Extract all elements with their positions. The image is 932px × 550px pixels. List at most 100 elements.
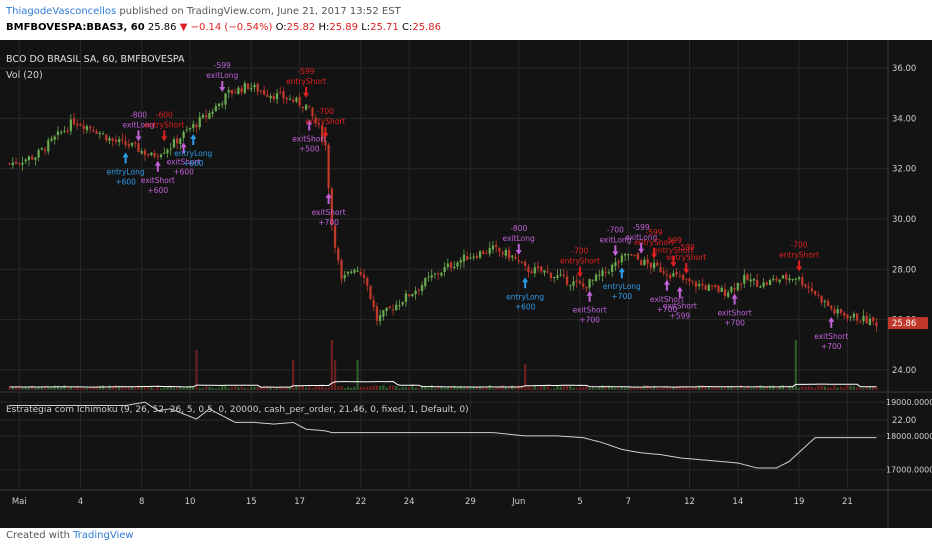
trade-qty: -700 [317,107,334,116]
volume-bar [143,386,147,390]
volume-bar [137,385,140,390]
candle-body [669,275,672,278]
tradingview-link[interactable]: TradingView [73,530,134,541]
volume-bar [759,385,762,390]
trade-label: entryShort [305,117,345,126]
candle-body [179,138,182,144]
candle-body [31,156,34,160]
volume-bar [514,387,517,390]
chart-area[interactable]: entryLong +600 exitLong -800 exitShort +600 en… [0,40,932,528]
last-price-text: 25.86 [892,319,916,329]
candle-body [714,285,717,288]
trade-label: exitShort [814,332,848,341]
volume-bar [520,385,524,390]
volume-bar [791,386,794,390]
trade-label: entryShort [634,238,674,247]
candle-body [79,124,82,126]
candle-body [11,162,14,166]
candle-body [253,84,256,88]
volume-bar [105,388,108,390]
volume-bar [788,385,791,390]
candle-body [118,139,121,143]
volume-bar [640,387,643,390]
trade-label: exitShort [650,295,684,304]
trade-arrow-down [161,130,168,142]
candle-body [343,275,346,279]
volume-bar [89,388,92,390]
candle-body [308,105,311,108]
candle-body [259,90,263,92]
trade-arrow-up [190,133,197,145]
candle-body [263,90,266,95]
footer: Created with TradingView [6,530,134,541]
volume-bar [511,385,514,390]
volume-bar [69,386,72,390]
candle-body [717,285,720,292]
volume-bar [623,387,627,390]
author-link[interactable]: ThiagodeVasconcellos [6,6,117,17]
trade-label: entryLong [174,149,212,158]
time-tick-label: 29 [465,497,476,507]
volume-bar [437,386,440,390]
candle-body [456,262,459,267]
candle-body [562,274,565,276]
candle-body [604,271,607,273]
volume-bar [411,385,414,390]
volume-bar [156,385,159,390]
candle-body [469,257,472,259]
volume-bar [224,385,227,390]
trade-arrow-up [828,316,835,328]
candle-body [701,284,704,286]
candle-body [398,304,401,306]
trade-qty: -599 [298,67,315,76]
candle-body [730,286,733,292]
candle-body [137,143,140,153]
candle-body [43,149,47,151]
trade-qty: +600 [148,186,169,195]
volume-bar [485,386,488,390]
volume-bar [688,388,691,390]
price-tick-label: 32.00 [892,165,916,175]
chart-svg[interactable]: entryLong+600exitLong-800exitShort+600en… [0,40,932,528]
volume-bar [446,386,449,390]
candle-body [89,126,92,129]
volume-bar [250,386,253,390]
volume-bar [504,387,507,390]
trade-arrow-up [325,193,332,205]
volume-bar [804,386,807,390]
price-tick-label: 34.00 [892,114,916,124]
candle-body [785,274,788,280]
candle-body [272,96,275,100]
volume-bar [43,386,47,390]
candle-body [176,138,179,144]
candle-body [681,274,685,280]
trade-arrow-up [180,142,187,154]
volume-bar [379,386,382,390]
volume-bar [147,387,150,390]
volume-bar [614,388,617,390]
trade-qty: +599 [670,312,691,321]
candle-body [459,260,462,263]
volume-bar [707,386,710,390]
candle-body [575,280,578,282]
volume-bar [495,387,498,390]
candle-body [217,103,221,107]
candle-body [675,271,678,275]
volume-bar [559,386,562,390]
volume-bar [295,385,298,390]
candle-body [53,136,56,140]
candle-body [475,255,478,258]
time-tick-label: 14 [732,497,743,507]
candle-body [733,288,736,290]
volume-bar [243,387,246,390]
candle-body [208,113,211,119]
candle-body [317,123,321,125]
trade-qty: -599 [214,61,231,70]
volume-bar [130,386,134,390]
volume-bar [659,388,662,390]
volume-bar [8,386,11,390]
low-label: L: [361,22,371,33]
candle-body [607,272,611,274]
trade-arrow-up [731,293,738,305]
volume-bar [652,386,656,390]
